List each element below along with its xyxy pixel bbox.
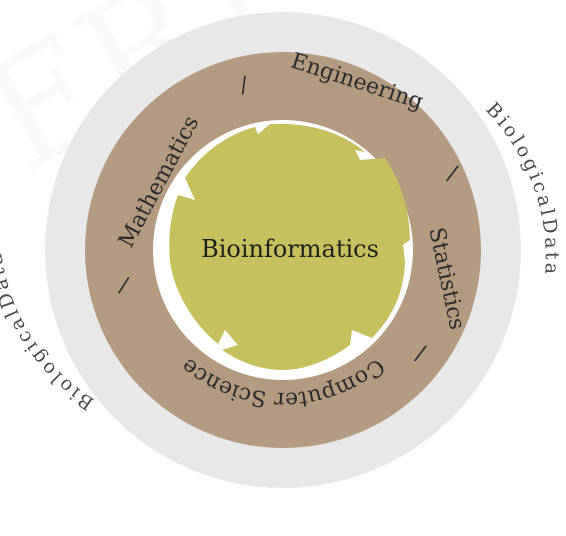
center-label: Bioinformatics bbox=[201, 235, 379, 263]
center-blob bbox=[169, 124, 410, 370]
